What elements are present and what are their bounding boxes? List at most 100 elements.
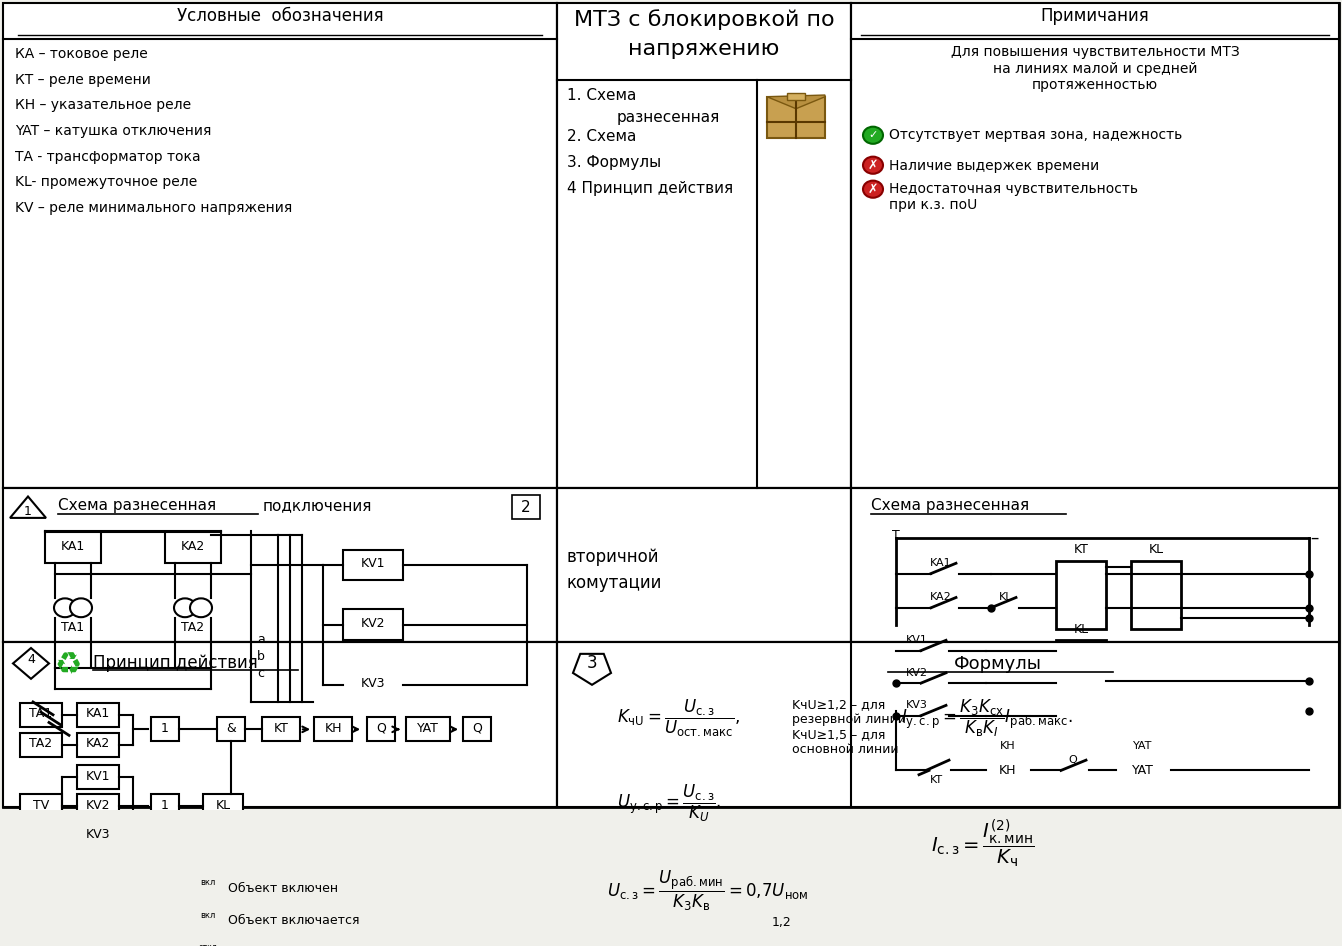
Bar (513, 495, 539, 518)
Text: Наличие выдержек времени: Наличие выдержек времени (888, 159, 1099, 173)
Text: откл: откл (199, 943, 217, 946)
Text: KL: KL (1074, 623, 1088, 636)
Text: Q: Q (1068, 755, 1078, 765)
Text: T: T (892, 529, 900, 542)
Text: –: – (1310, 529, 1318, 547)
Text: ♻: ♻ (54, 652, 82, 680)
Text: Недостаточная чувствительность: Недостаточная чувствительность (888, 183, 1138, 197)
Text: a: a (258, 633, 264, 646)
Circle shape (54, 599, 76, 617)
Bar (46, 533, 101, 563)
Text: TV: TV (32, 799, 50, 812)
Text: Примичания: Примичания (1040, 7, 1149, 25)
Bar (557, 3, 851, 488)
Text: 1,2: 1,2 (772, 916, 792, 929)
Text: Формулы: Формулы (954, 655, 1041, 673)
Text: KA1: KA1 (60, 539, 85, 552)
Text: 1: 1 (161, 799, 169, 812)
Text: вторичной: вторичной (568, 548, 659, 566)
Text: KV – реле минимального напряжения: KV – реле минимального напряжения (15, 201, 293, 215)
Text: KV1: KV1 (361, 557, 385, 569)
Text: 1: 1 (161, 722, 169, 735)
Polygon shape (196, 909, 220, 930)
Bar (1056, 640, 1106, 722)
Text: Объект включается: Объект включается (228, 914, 360, 927)
Bar (152, 795, 178, 818)
Text: KT: KT (1074, 543, 1088, 556)
Text: вкл: вкл (200, 878, 216, 887)
Text: 3: 3 (586, 654, 597, 672)
Text: 3. Формулы: 3. Формулы (568, 155, 662, 170)
Text: KA2: KA2 (181, 539, 205, 552)
Text: $K_{\mathsf{чU}} = \dfrac{U_{\mathsf{с.з}}}{U_{\mathsf{ост.макс}}},$: $K_{\mathsf{чU}} = \dfrac{U_{\mathsf{с.з… (617, 697, 741, 739)
Bar (1131, 561, 1181, 629)
Bar (76, 795, 119, 818)
Circle shape (174, 599, 196, 617)
Bar (1056, 561, 1106, 629)
Polygon shape (196, 877, 220, 897)
Bar (786, 94, 805, 100)
Text: разнесенная: разнесенная (617, 110, 721, 125)
Bar (217, 717, 246, 742)
Text: ✗: ✗ (868, 183, 878, 196)
Text: Отсутствует мертвая зона, надежность: Отсутствует мертвая зона, надежность (888, 129, 1182, 143)
Text: KV2: KV2 (361, 617, 385, 630)
Text: KV2: KV2 (906, 668, 929, 677)
Text: напряжению: напряжению (628, 39, 780, 59)
Polygon shape (768, 95, 825, 109)
Text: KA1: KA1 (86, 708, 110, 721)
Text: 1. Схема: 1. Схема (568, 88, 636, 103)
Text: KL: KL (216, 799, 231, 812)
Bar (3, 642, 557, 807)
Text: KT: KT (274, 722, 289, 735)
Text: KA2: KA2 (930, 592, 951, 603)
Text: KT: KT (930, 775, 942, 784)
Text: KA2: KA2 (86, 737, 110, 750)
Text: КА – токовое реле: КА – токовое реле (15, 47, 148, 61)
Text: $I_{\mathsf{с.з}} = \dfrac{I^{(2)}_{\mathsf{к.мин}}}{K_{\mathsf{ч}}}$: $I_{\mathsf{с.з}} = \dfrac{I^{(2)}_{\mat… (931, 817, 1035, 869)
Circle shape (70, 599, 93, 617)
Text: b: b (258, 650, 264, 663)
Bar (314, 717, 352, 742)
Bar (366, 717, 395, 742)
Text: КН – указательное реле: КН – указательное реле (15, 98, 191, 113)
Text: TA1: TA1 (30, 708, 52, 721)
Bar (20, 733, 62, 757)
Bar (851, 488, 1339, 642)
Text: КТ – реле времени: КТ – реле времени (15, 73, 150, 87)
Text: KV3: KV3 (86, 828, 110, 841)
Text: 4 Принцип действия: 4 Принцип действия (568, 181, 733, 196)
Bar (20, 795, 62, 818)
Bar (851, 3, 1339, 488)
Text: Схема разнесенная: Схема разнесенная (58, 499, 216, 514)
Circle shape (863, 181, 883, 198)
Text: KH: KH (325, 722, 342, 735)
Bar (768, 96, 825, 138)
Text: Q: Q (472, 722, 482, 735)
Text: KV3: KV3 (906, 700, 927, 710)
Text: KV1: KV1 (906, 635, 927, 645)
Text: TA2: TA2 (30, 737, 52, 750)
Text: KL- промежуточное реле: KL- промежуточное реле (15, 176, 197, 189)
Bar (344, 609, 403, 640)
Text: вкл: вкл (200, 911, 216, 920)
Polygon shape (13, 648, 50, 679)
Text: Для повышения чувствительности МТЗ
на линиях малой и средней
протяженностью: Для повышения чувствительности МТЗ на ли… (950, 45, 1240, 92)
Text: 2: 2 (521, 499, 531, 515)
Bar (3, 488, 557, 642)
Bar (3, 3, 557, 488)
Text: комутации: комутации (568, 573, 663, 591)
Text: ✓: ✓ (868, 131, 878, 140)
Text: TA2: TA2 (181, 622, 204, 635)
Bar (76, 765, 119, 789)
Bar (407, 717, 450, 742)
Text: KL: KL (1149, 543, 1164, 556)
Text: ТА - трансформатор тока: ТА - трансформатор тока (15, 149, 200, 164)
Bar (463, 717, 491, 742)
Text: $U_{\mathsf{у.с.р}} = \dfrac{U_{\mathsf{с.з}}}{K_{U}}.$: $U_{\mathsf{у.с.р}} = \dfrac{U_{\mathsf{… (617, 783, 722, 825)
Text: KV2: KV2 (86, 799, 110, 812)
Polygon shape (573, 654, 611, 685)
Bar (152, 717, 178, 742)
Text: KL: KL (1000, 592, 1013, 603)
Text: Условные  обозначения: Условные обозначения (177, 7, 384, 25)
